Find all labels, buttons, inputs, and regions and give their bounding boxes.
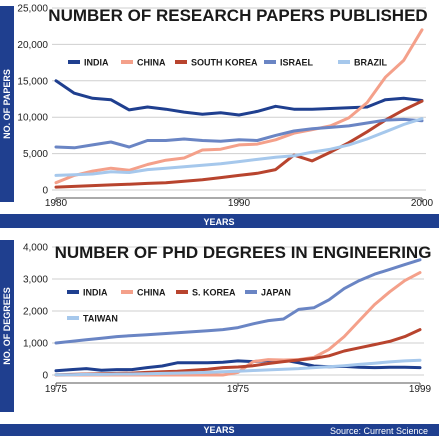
y-tick-label: 25,000 [17,4,48,15]
legend-label: CHINA [137,288,166,298]
series-line-south-korea [54,99,424,189]
y-tick-label: 4,000 [23,243,48,254]
series-line-japan [54,258,422,345]
y-tick-label: 2,000 [23,307,48,318]
source-note: Source: Current Science [330,426,428,436]
x-axis-label: YEARS [203,217,234,227]
series-line-brazil [54,117,424,177]
legend-label: ISRAEL [280,58,314,68]
series-line-china [54,28,424,185]
y-tick-label: 10,000 [17,113,48,124]
legend-label: SOUTH KOREA [191,58,258,68]
y-tick-label: 3,000 [23,275,48,286]
legend-label: BRAZIL [354,58,387,68]
x-tick-label: 1975 [227,384,250,395]
legend-label: JAPAN [261,288,291,298]
y-axis-band [0,6,14,202]
x-tick-label: 1999 [409,384,432,395]
y-tick-label: 15,000 [17,76,48,87]
x-tick-label: 2000 [411,198,434,209]
legend-label: TAIWAN [83,314,118,324]
y-axis-band [0,240,14,412]
x-axis-label: YEARS [203,425,234,435]
y-tick-label: 20,000 [17,40,48,51]
series-line-taiwan [54,358,422,377]
y-tick-label: 1,000 [23,339,48,350]
chart-title: NUMBER OF PHD DEGREES IN ENGINEERING [55,243,432,262]
y-tick-label: 5,000 [23,149,48,160]
x-tick-label: 1980 [45,198,68,209]
y-axis-label: NO. OF PAPERS [2,69,12,139]
legend-label: INDIA [84,58,109,68]
y-tick-label: 0 [42,186,48,197]
y-axis-label: NO. OF DEGREES [2,287,12,365]
series-line-india [54,358,422,373]
legend-label: CHINA [137,58,166,68]
chart-title: NUMBER OF RESEARCH PAPERS PUBLISHED [48,6,427,25]
series-line-india [54,79,424,117]
legend-label: INDIA [83,288,108,298]
x-axis-band [0,424,439,436]
x-tick-label: 1990 [228,198,251,209]
legend-label: S. KOREA [192,288,236,298]
x-tick-label: 1975 [45,384,68,395]
series-line-israel [54,117,424,150]
y-tick-label: 0 [42,371,48,382]
x-axis-band [0,214,439,228]
